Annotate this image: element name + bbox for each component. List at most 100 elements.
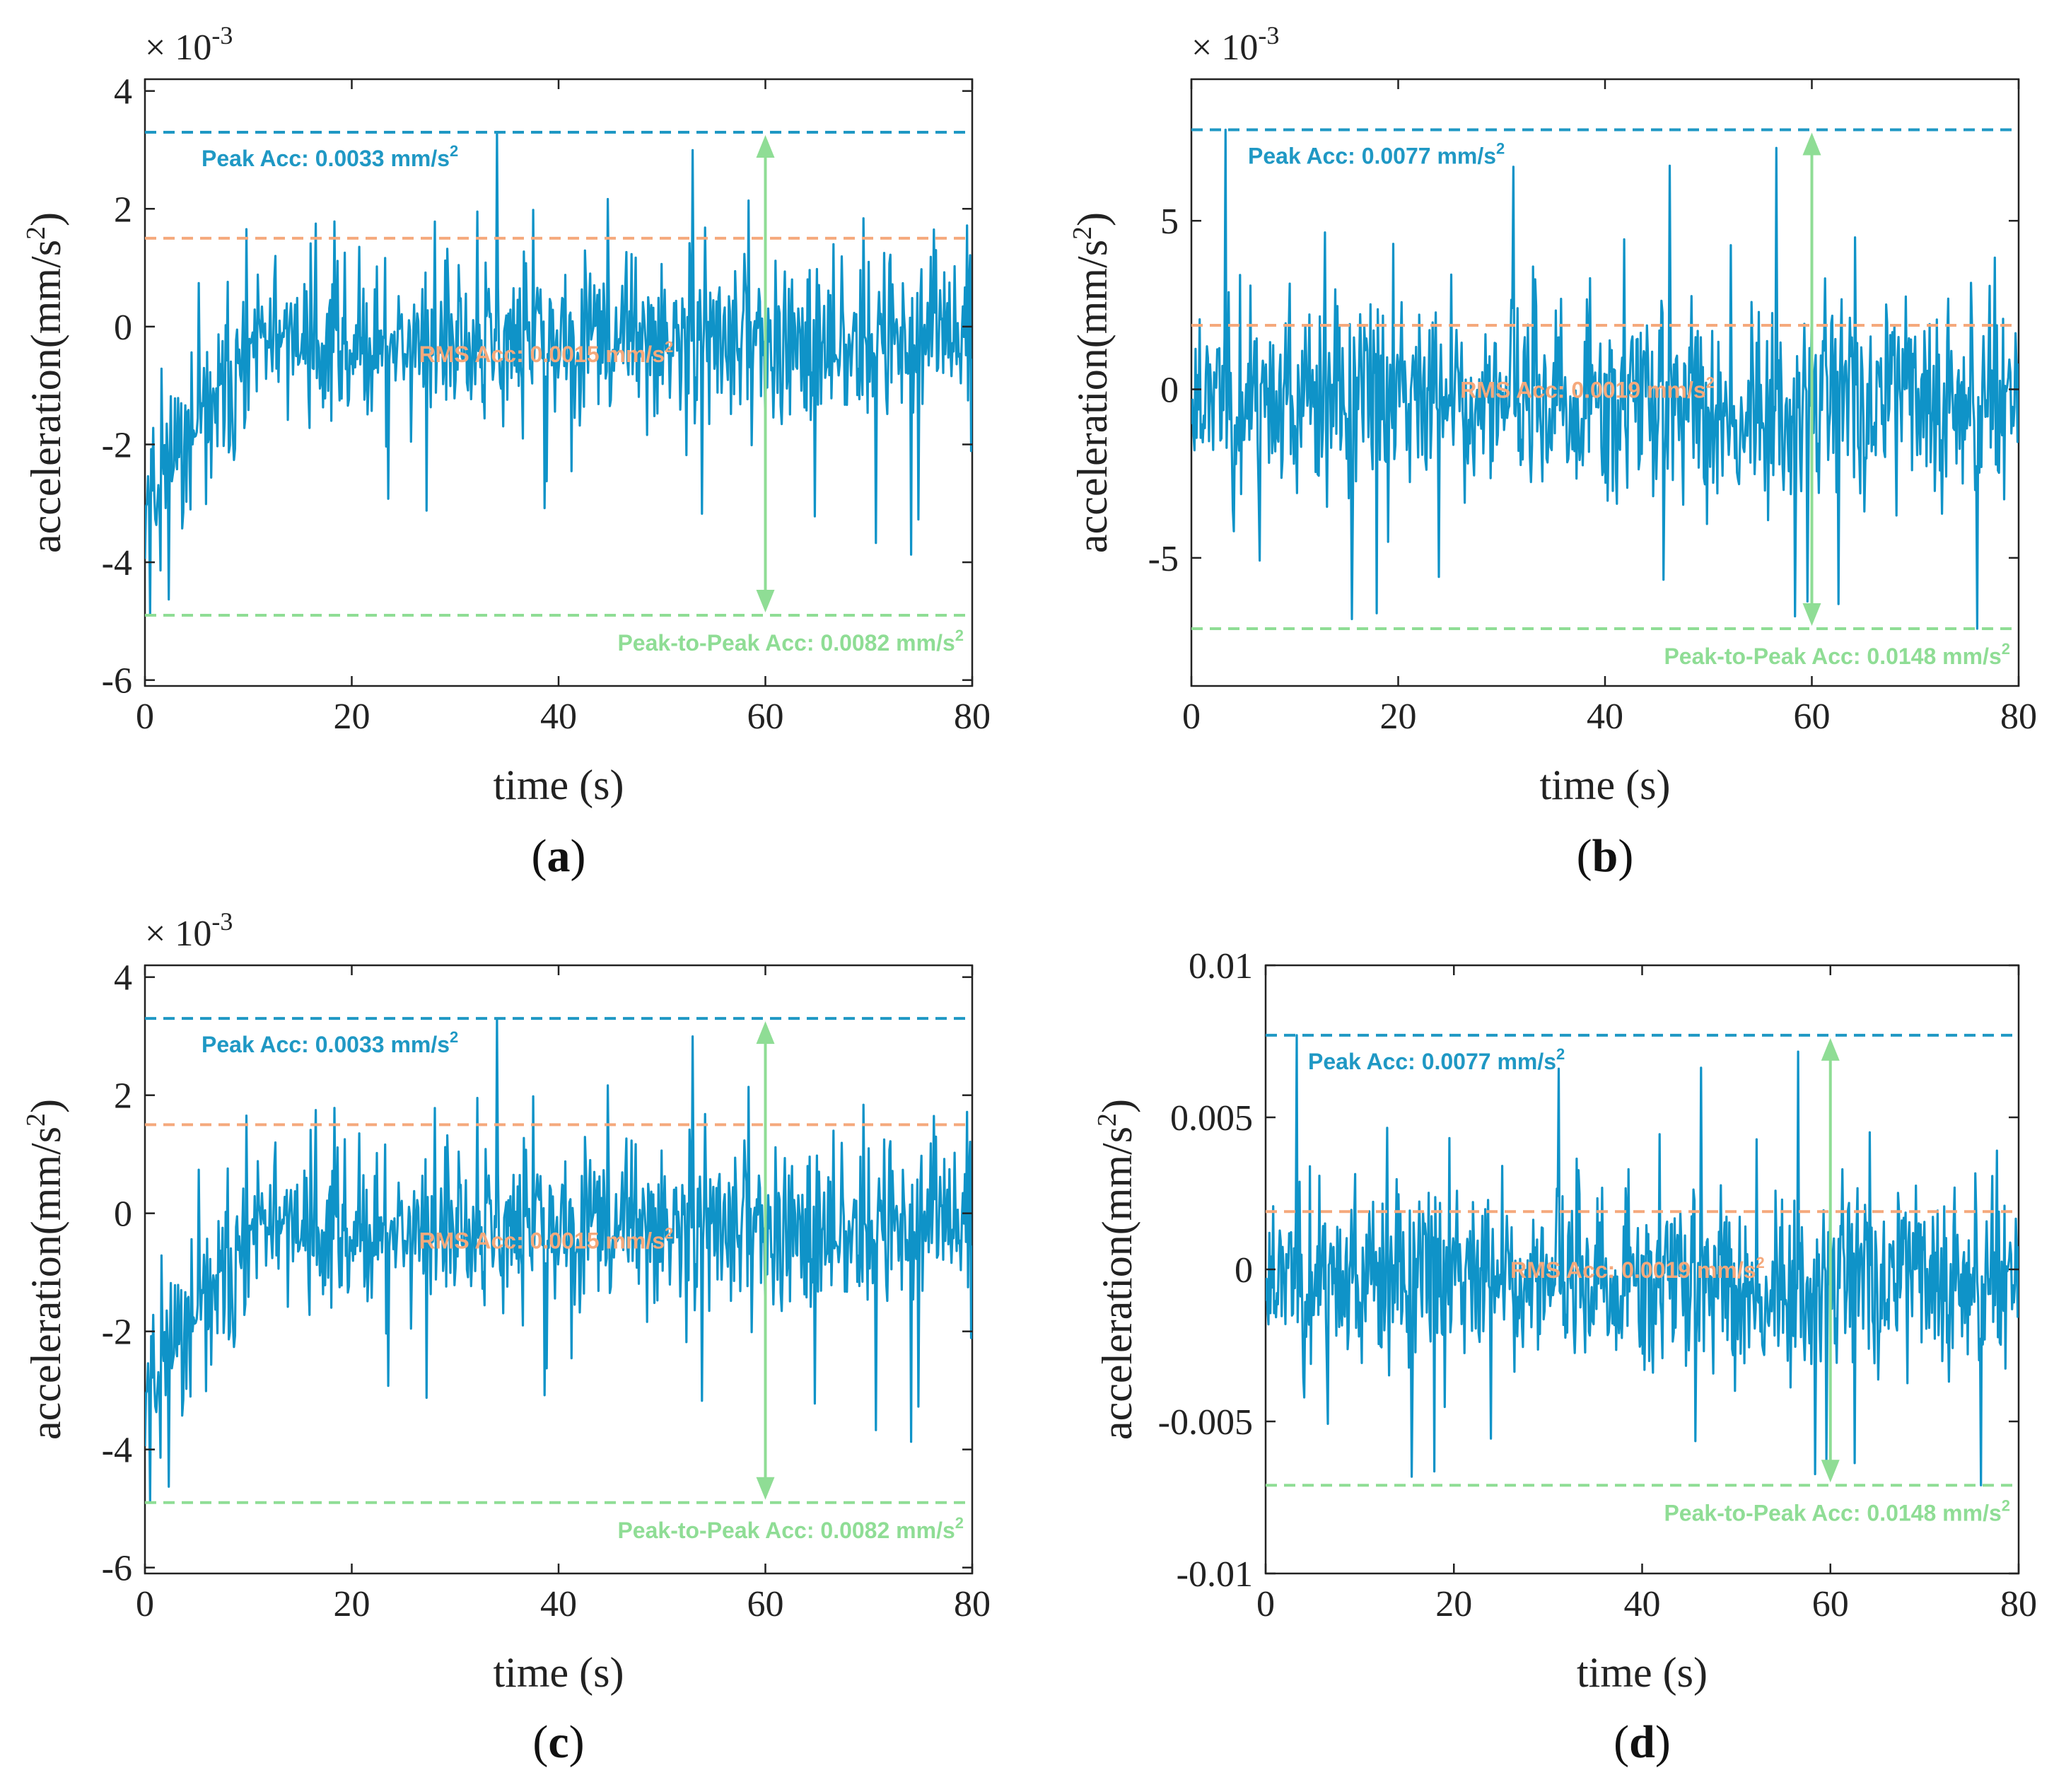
ptp-annotation-text: Peak-to-Peak Acc: 0.0148 mm/s — [1664, 644, 2001, 669]
panel-label: (a) — [532, 830, 586, 882]
x-tick-label: 40 — [540, 697, 577, 737]
ptp-annotation-sup: 2 — [955, 1514, 964, 1532]
rms-annotation: RMS Acc: 0.0015 mm/s2 — [419, 338, 674, 367]
panel-label-letter: c — [548, 1716, 568, 1768]
x-tick-label: 80 — [2000, 697, 2037, 737]
peak-annotation: Peak Acc: 0.0077 mm/s2 — [1248, 140, 1505, 169]
arrow-head-up — [1802, 132, 1821, 156]
y-axis-title-end: ) — [1069, 212, 1116, 226]
panel-label-open: ( — [532, 1716, 548, 1768]
x-tick-label: 20 — [334, 1584, 370, 1624]
panel-label-close: ) — [569, 1716, 585, 1768]
y-axis-title: acceleration(mm/s2) — [21, 212, 69, 553]
ptp-annotation: Peak-to-Peak Acc: 0.0082 mm/s2 — [617, 627, 964, 656]
peak-annotation-sup: 2 — [1556, 1045, 1565, 1063]
peak-annotation: Peak Acc: 0.0077 mm/s2 — [1308, 1045, 1565, 1074]
x-tick-label: 80 — [954, 1584, 991, 1624]
axis-exponent-power: -3 — [211, 21, 233, 50]
ptp-annotation: Peak-to-Peak Acc: 0.0148 mm/s2 — [1664, 1496, 2010, 1525]
panel-label-close: ) — [571, 830, 586, 882]
signal-line — [145, 131, 972, 617]
axis-exponent-power: -3 — [211, 907, 233, 936]
x-tick-label: 60 — [747, 697, 784, 737]
axis-exponent-power: -3 — [1258, 21, 1279, 50]
panel-label-open: ( — [532, 830, 547, 882]
x-tick-label: 20 — [1380, 697, 1417, 737]
x-tick-label: 0 — [136, 697, 154, 737]
x-axis-title: time (s) — [494, 1649, 624, 1696]
axis-exponent-base: × 10 — [145, 28, 211, 68]
y-axis-title-end: ) — [23, 1099, 69, 1113]
y-tick-label: -6 — [102, 661, 132, 702]
arrow-head-down — [756, 1477, 775, 1500]
panel-label: (c) — [532, 1716, 584, 1768]
panel-label-close: ) — [1655, 1716, 1671, 1768]
rms-annotation-text: RMS Acc: 0.0015 mm/s — [419, 342, 665, 367]
ptp-annotation: Peak-to-Peak Acc: 0.0082 mm/s2 — [617, 1514, 964, 1543]
panel-label-open: ( — [1577, 830, 1592, 882]
y-axis-title-main: acceleration(mm/s — [1069, 240, 1116, 553]
y-tick-label: 4 — [114, 72, 132, 112]
x-tick-label: 20 — [334, 697, 370, 737]
rms-annotation-sup: 2 — [665, 1224, 673, 1242]
ptp-annotation-text: Peak-to-Peak Acc: 0.0148 mm/s — [1664, 1500, 2001, 1525]
y-tick-label: 2 — [114, 190, 132, 230]
y-tick-label: -2 — [102, 1313, 132, 1353]
x-tick-label: 80 — [2000, 1584, 2037, 1624]
rms-annotation-sup: 2 — [1706, 374, 1715, 392]
ptp-annotation-sup: 2 — [2002, 640, 2010, 658]
y-tick-label: 0 — [114, 1194, 132, 1235]
panel-label: (d) — [1614, 1716, 1671, 1768]
y-tick-label: -4 — [102, 1431, 132, 1471]
y-tick-label: -5 — [1148, 539, 1179, 579]
rms-annotation: RMS Acc: 0.0019 mm/s2 — [1510, 1254, 1765, 1283]
peak-annotation: Peak Acc: 0.0033 mm/s2 — [202, 1028, 458, 1057]
peak-annotation-text: Peak Acc: 0.0033 mm/s — [202, 1032, 450, 1057]
y-axis-title-sup: 2 — [21, 1113, 51, 1127]
peak-annotation-sup: 2 — [450, 142, 458, 160]
rms-annotation: RMS Acc: 0.0019 mm/s2 — [1460, 374, 1715, 403]
ptp-annotation-sup: 2 — [2002, 1496, 2010, 1514]
arrow-head-up — [1821, 1037, 1840, 1061]
arrow-head-down — [756, 590, 775, 613]
x-tick-label: 40 — [1587, 697, 1623, 737]
ptp-annotation: Peak-to-Peak Acc: 0.0148 mm/s2 — [1664, 640, 2010, 669]
peak-annotation-text: Peak Acc: 0.0077 mm/s — [1308, 1049, 1556, 1074]
y-axis-title-sup: 2 — [21, 226, 51, 240]
y-axis-title: acceleration(mm/s2) — [1092, 1099, 1140, 1440]
signal-line — [145, 1017, 972, 1504]
y-axis-title-sup: 2 — [1068, 226, 1097, 240]
y-axis-title-main: acceleration(mm/s — [1094, 1127, 1140, 1440]
axis-exponent: × 10-3 — [145, 21, 233, 68]
x-tick-label: 20 — [1435, 1584, 1472, 1624]
axis-exponent: × 10-3 — [1191, 21, 1279, 68]
x-axis-title: time (s) — [1577, 1649, 1708, 1696]
peak-annotation-sup: 2 — [450, 1028, 458, 1046]
y-axis-title-end: ) — [1094, 1099, 1140, 1113]
x-tick-label: 0 — [1182, 697, 1201, 737]
panel-label: (b) — [1577, 830, 1634, 882]
peak-annotation-text: Peak Acc: 0.0077 mm/s — [1248, 144, 1496, 169]
arrow-head-down — [1821, 1460, 1840, 1483]
y-tick-label: 4 — [114, 958, 132, 999]
x-tick-label: 60 — [1812, 1584, 1849, 1624]
y-tick-label: 0.01 — [1189, 946, 1253, 987]
axis-exponent-base: × 10 — [1191, 28, 1258, 68]
y-tick-label: 0 — [114, 308, 132, 348]
panel-label-open: ( — [1614, 1716, 1629, 1768]
y-axis-title-end: ) — [23, 212, 69, 226]
ptp-annotation-text: Peak-to-Peak Acc: 0.0082 mm/s — [617, 1518, 955, 1543]
y-tick-label: -0.01 — [1177, 1554, 1253, 1595]
y-tick-label: 0.005 — [1170, 1098, 1253, 1139]
plot-area — [144, 78, 974, 687]
axis-exponent-base: × 10 — [145, 914, 211, 954]
rms-annotation-text: RMS Acc: 0.0019 mm/s — [1510, 1257, 1756, 1283]
x-tick-label: 0 — [1256, 1584, 1275, 1624]
y-tick-label: 5 — [1160, 202, 1179, 242]
x-axis-title: time (s) — [1540, 762, 1671, 808]
x-tick-label: 40 — [540, 1584, 577, 1624]
